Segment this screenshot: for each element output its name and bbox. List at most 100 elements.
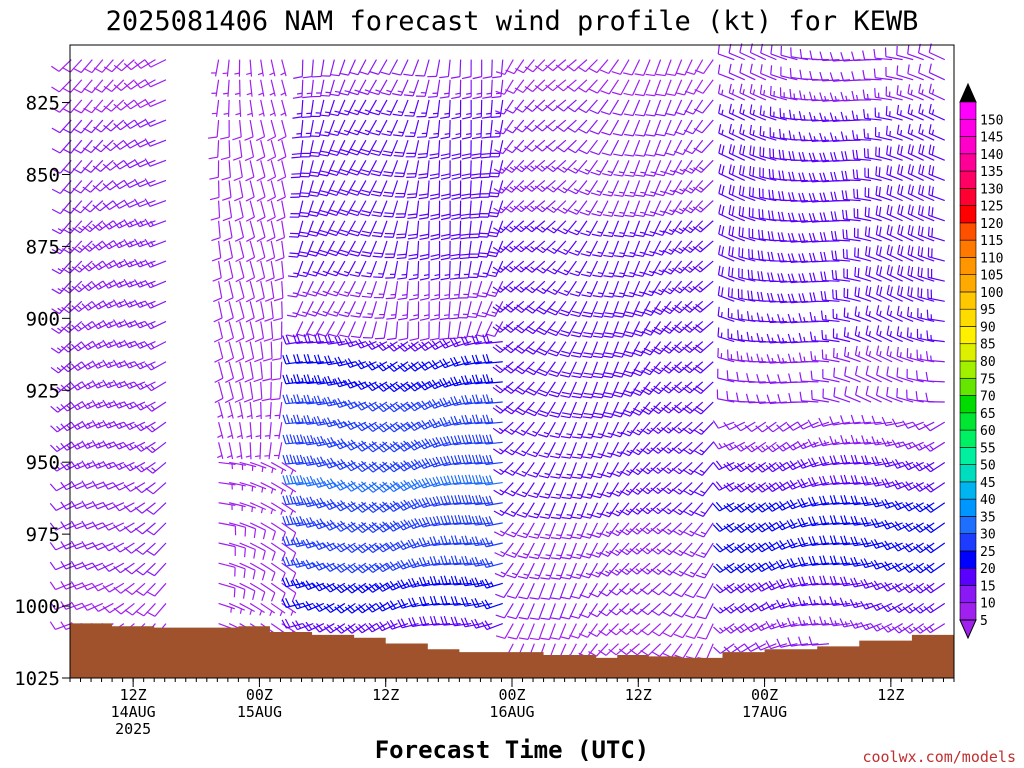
barb-feather [368,340,376,349]
barb-feather [135,569,144,576]
barb-staff [132,602,146,616]
barb-staff [392,220,399,238]
barb-feather [561,371,571,375]
barb-staff [542,180,556,193]
barb-feather [62,67,71,73]
barb-half-feather [129,341,133,347]
wind-barb [274,422,283,440]
barb-feather [292,476,298,486]
barb-half-feather [129,403,134,408]
wind-barb [482,394,503,405]
barb-half-feather [555,432,561,436]
barb-staff [578,280,588,297]
barb-half-feather [87,304,92,309]
wind-barb [311,79,325,98]
barb-staff [218,401,224,419]
barb-half-feather [118,463,123,469]
barb-half-feather [466,92,472,95]
wind-barb [124,582,146,596]
wind-barb [91,582,114,592]
barb-feather [316,312,327,317]
wind-barb [550,562,567,580]
barb-staff [514,542,525,558]
wind-barb [123,522,146,534]
wind-barb [561,482,577,500]
wind-barb [212,260,222,282]
barb-feather [337,418,344,428]
barb-staff [531,240,546,253]
barb-half-feather [296,132,302,135]
barb-feather [245,196,255,202]
barb-staff [511,441,525,456]
barb-feather [337,460,344,469]
wind-barb [220,140,231,161]
barb-feather [451,213,461,217]
wind-barb [418,160,430,179]
barb-staff [80,79,93,94]
barb-half-feather [97,342,102,348]
barb-feather [295,578,301,588]
barb-feather [344,359,351,368]
barb-feather [358,564,366,572]
wind-barb [568,240,588,256]
barb-feather [524,125,533,132]
barb-staff [563,99,577,112]
barb-feather [461,475,466,485]
barb-staff [388,59,399,75]
barb-feather [514,87,524,94]
barb-feather [557,249,567,255]
wind-barb [270,542,286,562]
barb-half-feather [77,266,83,271]
barb-feather [302,477,308,487]
barb-feather [327,333,338,338]
barb-feather [471,374,476,384]
wind-barb [470,180,483,199]
barb-staff [489,119,493,138]
wind-barb [260,582,276,602]
barb-staff [329,582,346,593]
barb-staff [559,502,567,519]
barb-feather [338,293,348,297]
barb-half-feather [354,129,360,133]
barb-feather [60,462,67,471]
barb-feather [70,461,78,470]
wind-barb [545,200,567,213]
barb-feather [440,277,450,281]
barb-feather [327,334,333,344]
barb-staff [228,542,246,549]
barb-staff [444,361,461,369]
barb-half-feather [129,382,133,388]
wind-barb [536,361,556,377]
wind-barb [419,240,430,261]
barb-staff [70,79,83,93]
barb-feather [491,96,501,99]
wind-barb [451,140,462,160]
barb-feather [478,252,489,255]
wind-barb [327,280,346,297]
barb-feather [337,439,344,448]
wind-barb [309,140,325,158]
barb-staff [356,160,367,176]
wind-barb [471,140,483,160]
wind-barb [60,541,83,550]
barb-half-feather [55,445,61,451]
barb-feather [51,188,61,195]
barb-half-feather [292,292,298,295]
barb-feather [344,442,352,451]
barb-staff [511,421,525,435]
barb-staff [346,220,356,236]
barb-staff [281,562,297,574]
barb-feather [291,592,297,602]
wind-barb [224,260,234,283]
barb-feather [560,394,570,398]
barb-feather [81,283,90,292]
wind-barb [370,119,388,136]
barb-feather [339,249,350,254]
barb-staff [486,542,503,548]
barb-staff [467,260,472,278]
wind-barb [235,281,245,303]
barb-half-feather [234,92,241,95]
barb-feather [518,616,528,620]
barb-feather [338,151,348,156]
barb-feather [548,373,558,378]
